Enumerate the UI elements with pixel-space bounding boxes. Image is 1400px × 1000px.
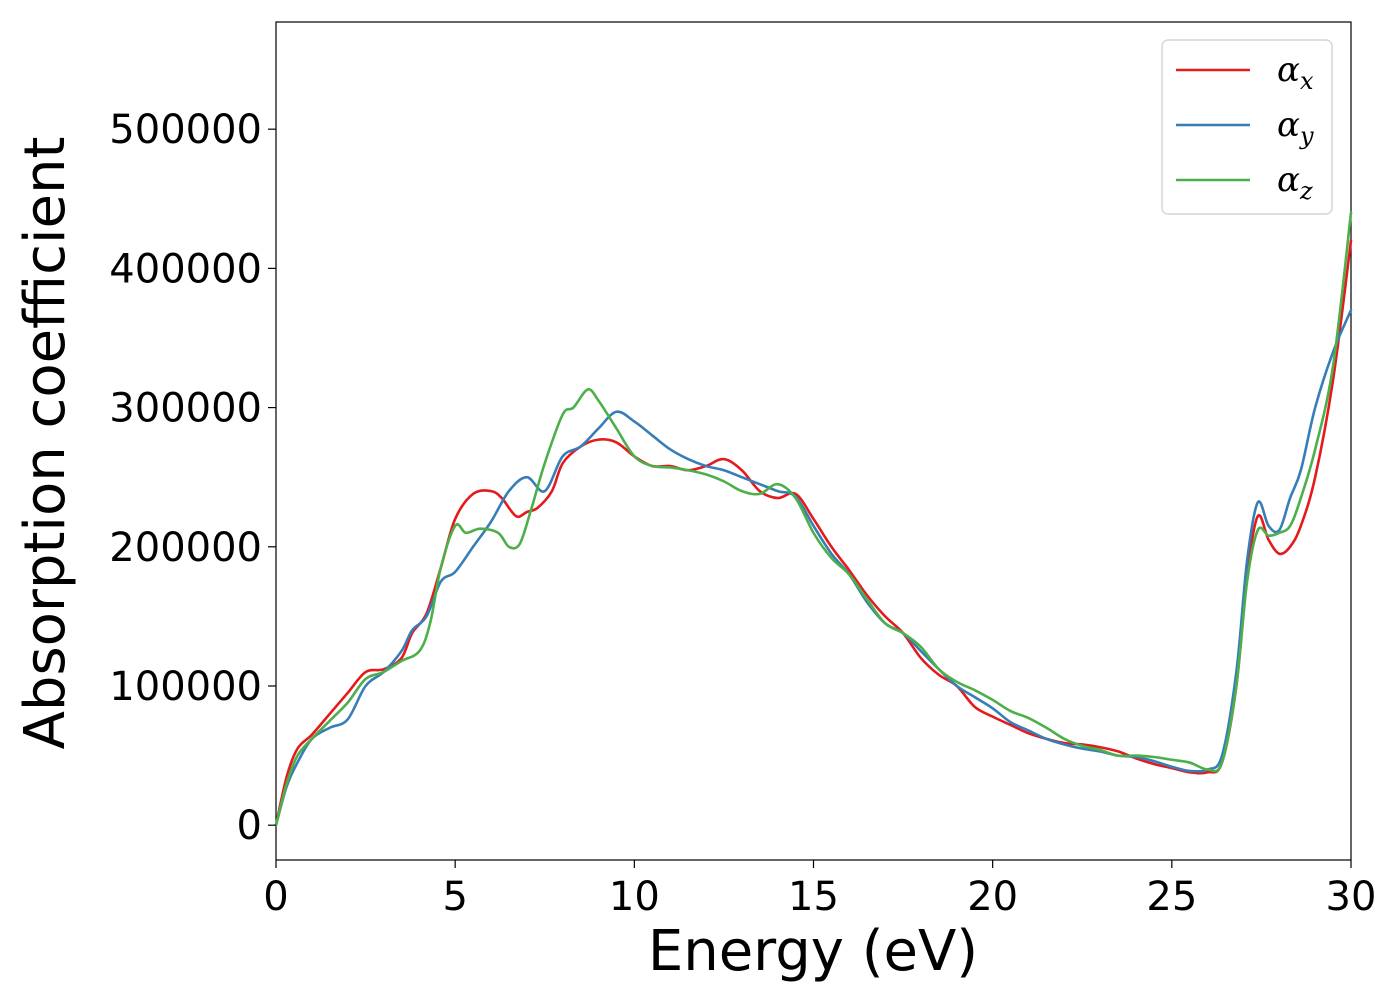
y-tick-label: 300000	[109, 386, 262, 432]
x-axis-label: Energy (eV)	[648, 919, 978, 984]
x-tick-label: 20	[967, 874, 1018, 920]
x-axis-ticks: 0 5 10 15 20 25 30	[263, 860, 1376, 920]
y-tick-label: 500000	[109, 107, 262, 153]
y-axis-ticks: 0 100000 200000 300000 400000 500000	[109, 107, 276, 849]
y-tick-label: 200000	[109, 525, 262, 571]
legend-label-alpha-y: αy	[1277, 105, 1314, 150]
series-line-alpha-y	[274, 308, 1353, 827]
x-tick-label: 30	[1326, 874, 1377, 920]
x-tick-label: 15	[788, 874, 839, 920]
x-tick-label: 10	[609, 874, 660, 920]
series-line-alpha-z	[274, 211, 1353, 827]
x-tick-label: 0	[263, 874, 288, 920]
series-layer	[274, 211, 1353, 827]
y-tick-label: 0	[237, 803, 262, 849]
y-tick-label: 400000	[109, 246, 262, 292]
legend-frame	[1161, 39, 1333, 215]
x-tick-label: 25	[1146, 874, 1197, 920]
x-tick-label: 5	[442, 874, 467, 920]
legend-label-alpha-x: αx	[1277, 50, 1314, 95]
y-tick-label: 100000	[109, 664, 262, 710]
y-axis-label: Absorption coefficient	[13, 137, 78, 750]
